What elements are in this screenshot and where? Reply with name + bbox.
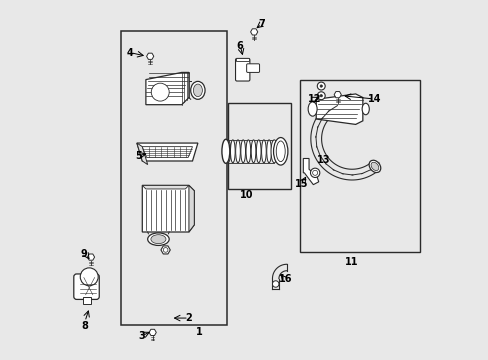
Ellipse shape bbox=[193, 84, 202, 96]
Polygon shape bbox=[188, 185, 194, 232]
Polygon shape bbox=[250, 29, 257, 35]
Text: 3: 3 bbox=[138, 331, 144, 341]
Ellipse shape bbox=[190, 81, 204, 99]
Text: 15: 15 bbox=[295, 179, 308, 189]
Polygon shape bbox=[316, 94, 362, 125]
Polygon shape bbox=[137, 143, 198, 161]
Text: 1: 1 bbox=[196, 327, 203, 337]
Circle shape bbox=[317, 92, 325, 100]
Ellipse shape bbox=[251, 140, 255, 163]
Polygon shape bbox=[142, 147, 192, 157]
Text: 8: 8 bbox=[81, 321, 88, 331]
Circle shape bbox=[320, 85, 322, 87]
Text: 13: 13 bbox=[316, 155, 329, 165]
Ellipse shape bbox=[362, 103, 368, 115]
Circle shape bbox=[317, 82, 325, 90]
Polygon shape bbox=[149, 329, 156, 336]
Polygon shape bbox=[87, 254, 94, 260]
Ellipse shape bbox=[370, 162, 378, 171]
Ellipse shape bbox=[368, 160, 380, 172]
Text: 7: 7 bbox=[258, 19, 264, 29]
Polygon shape bbox=[333, 91, 341, 98]
Ellipse shape bbox=[224, 140, 230, 163]
Ellipse shape bbox=[256, 140, 261, 163]
Circle shape bbox=[272, 281, 278, 287]
Circle shape bbox=[310, 168, 319, 177]
FancyBboxPatch shape bbox=[74, 274, 99, 300]
Ellipse shape bbox=[276, 141, 285, 162]
Ellipse shape bbox=[235, 140, 240, 163]
Ellipse shape bbox=[151, 235, 165, 244]
Ellipse shape bbox=[241, 140, 245, 163]
Text: 16: 16 bbox=[278, 274, 291, 284]
Ellipse shape bbox=[245, 140, 250, 163]
Text: 10: 10 bbox=[240, 190, 253, 200]
Bar bbox=[83, 297, 91, 304]
Polygon shape bbox=[137, 143, 147, 165]
Polygon shape bbox=[303, 158, 318, 185]
Text: 14: 14 bbox=[367, 94, 380, 104]
Circle shape bbox=[151, 83, 169, 101]
Text: 9: 9 bbox=[81, 248, 87, 258]
Circle shape bbox=[163, 248, 167, 252]
Polygon shape bbox=[145, 72, 188, 105]
Bar bbox=[121, 31, 226, 325]
Text: 5: 5 bbox=[135, 150, 142, 161]
Polygon shape bbox=[142, 185, 194, 232]
Circle shape bbox=[312, 170, 317, 175]
Text: 11: 11 bbox=[345, 257, 358, 267]
Text: 2: 2 bbox=[185, 313, 192, 323]
Polygon shape bbox=[142, 185, 188, 189]
Polygon shape bbox=[161, 246, 170, 254]
Circle shape bbox=[80, 268, 98, 286]
Text: 6: 6 bbox=[236, 41, 243, 50]
Polygon shape bbox=[146, 53, 153, 59]
Ellipse shape bbox=[230, 140, 235, 163]
Ellipse shape bbox=[273, 138, 287, 165]
FancyBboxPatch shape bbox=[235, 58, 249, 81]
FancyBboxPatch shape bbox=[246, 64, 259, 72]
Ellipse shape bbox=[147, 233, 169, 246]
Bar bbox=[236, 58, 249, 60]
Text: 4: 4 bbox=[127, 48, 134, 58]
Circle shape bbox=[320, 95, 322, 97]
Ellipse shape bbox=[307, 102, 317, 116]
Ellipse shape bbox=[270, 140, 277, 163]
Ellipse shape bbox=[261, 140, 265, 163]
Ellipse shape bbox=[222, 139, 229, 163]
Ellipse shape bbox=[266, 140, 271, 163]
Bar bbox=[300, 80, 419, 252]
Text: 12: 12 bbox=[307, 94, 321, 104]
Bar bbox=[228, 103, 290, 189]
